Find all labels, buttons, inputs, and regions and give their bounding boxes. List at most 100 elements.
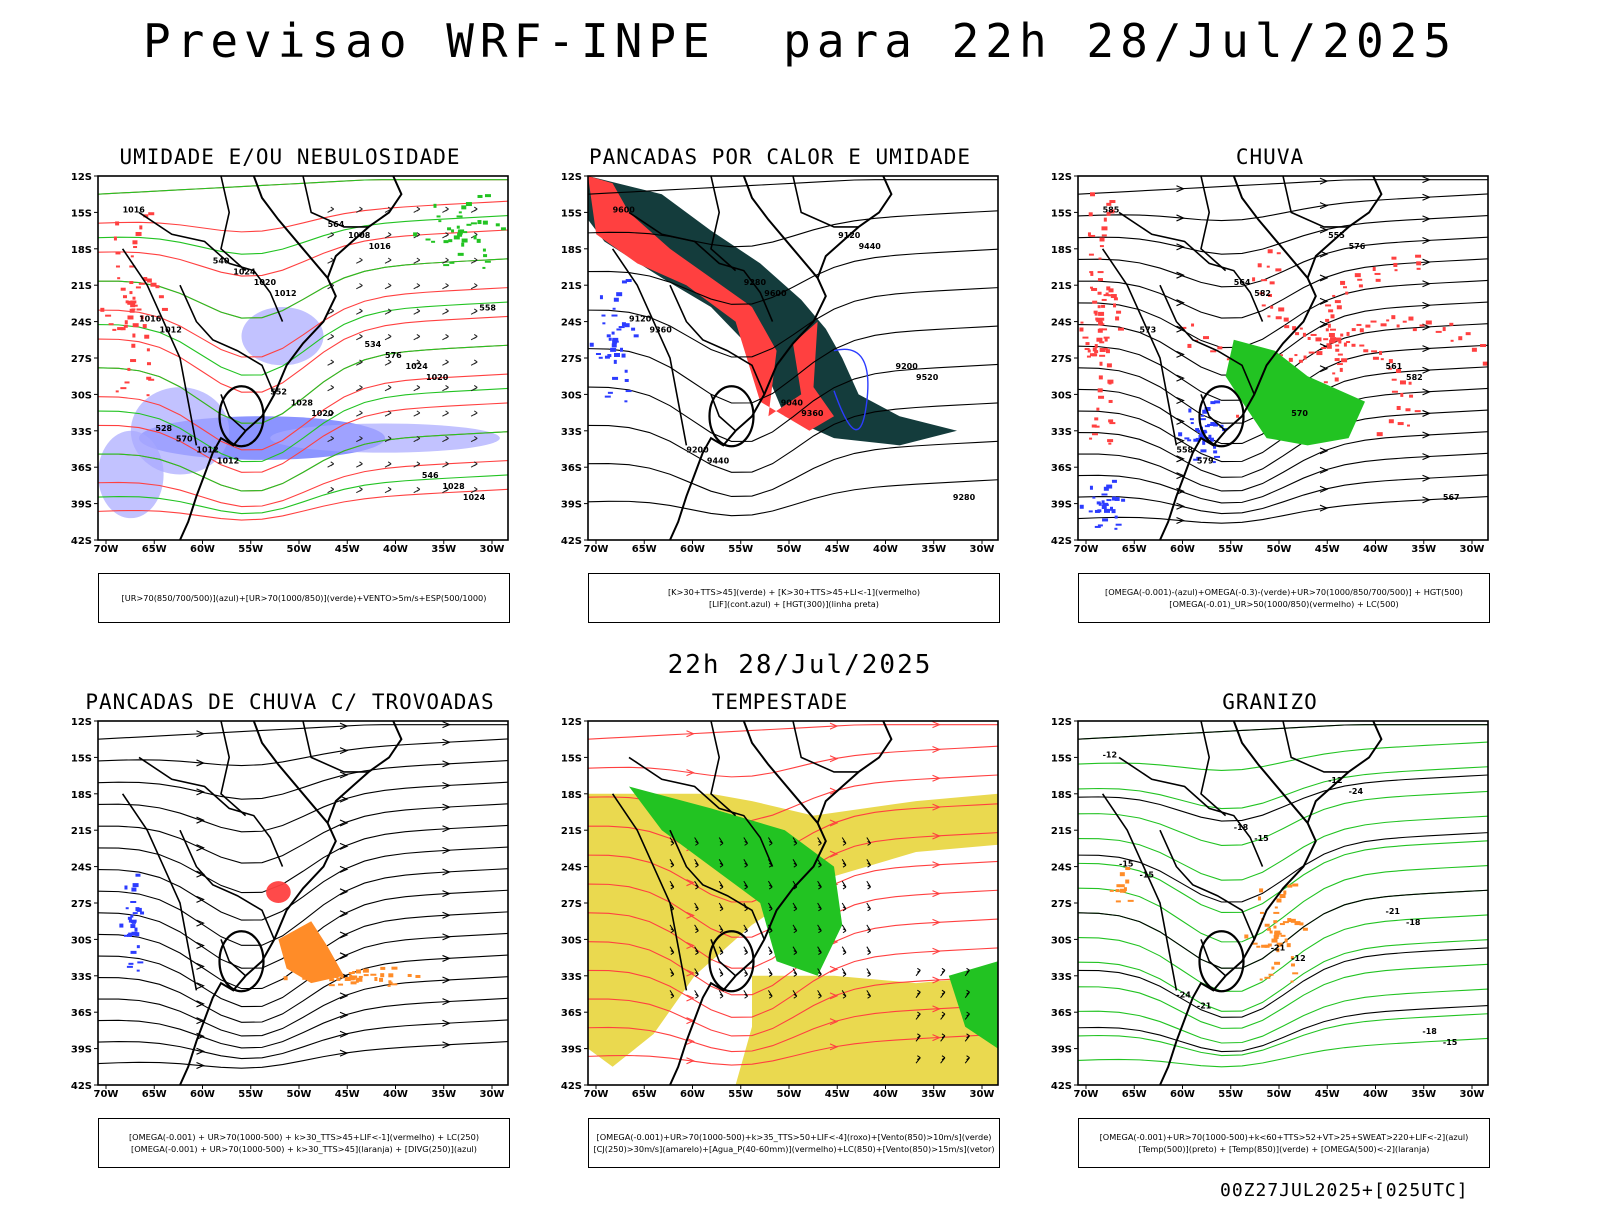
rain-red bbox=[1267, 249, 1273, 254]
wind-vector bbox=[442, 283, 449, 290]
wind-vector bbox=[767, 968, 773, 977]
rain-red bbox=[1107, 379, 1114, 384]
lon-label: 60W bbox=[1170, 544, 1195, 555]
omega-blue bbox=[1101, 505, 1107, 510]
omega500-orange bbox=[1259, 911, 1264, 914]
wind-vector bbox=[964, 1033, 970, 1042]
rain-red bbox=[1101, 234, 1107, 237]
rain-red bbox=[1380, 323, 1387, 327]
rain-red bbox=[1346, 340, 1351, 343]
contour-label: 558 bbox=[479, 304, 496, 313]
legend-line: [Temp(500)](preto) + [Temp(850)](verde) … bbox=[1138, 1144, 1430, 1154]
lat-label: 15S bbox=[71, 753, 92, 764]
red-speckle bbox=[130, 300, 137, 304]
lon-label: 35W bbox=[921, 544, 946, 555]
wind-vector bbox=[384, 461, 392, 468]
rain-red bbox=[1108, 288, 1114, 293]
rain-red bbox=[1096, 337, 1103, 342]
lat-label: 30S bbox=[561, 390, 582, 401]
thunder-orange bbox=[387, 984, 391, 987]
rain-red bbox=[1104, 347, 1108, 350]
lif-contour bbox=[612, 339, 618, 344]
lat-label: 12S bbox=[1051, 718, 1072, 728]
red-speckle bbox=[120, 387, 127, 390]
contour-label: 546 bbox=[422, 471, 439, 480]
rain-red bbox=[1278, 354, 1283, 357]
lc250-streamline bbox=[98, 932, 508, 1008]
omega500-orange bbox=[1257, 896, 1261, 901]
wind-vector bbox=[413, 461, 421, 468]
lon-label: 40W bbox=[1363, 1089, 1388, 1100]
red-speckle bbox=[148, 378, 155, 381]
green-speckle bbox=[457, 232, 463, 237]
wind-arrow bbox=[1422, 474, 1431, 482]
omega-blue bbox=[1190, 422, 1194, 425]
lat-label: 27S bbox=[561, 899, 582, 910]
wind-vector bbox=[327, 435, 335, 443]
omega500-orange bbox=[1290, 980, 1294, 983]
omega-blue bbox=[1188, 408, 1192, 413]
country-border bbox=[218, 385, 265, 448]
red-speckle bbox=[131, 343, 136, 348]
lat-label: 39S bbox=[561, 500, 582, 511]
wind-vector bbox=[356, 206, 363, 213]
lat-label: 24S bbox=[561, 863, 582, 874]
wind-vector bbox=[356, 334, 363, 341]
wind-vector bbox=[327, 359, 335, 366]
red-speckle bbox=[124, 320, 128, 325]
omega-blue bbox=[1196, 456, 1202, 459]
thunder-orange bbox=[329, 978, 335, 982]
omega-blue bbox=[1092, 496, 1096, 499]
lon-label: 40W bbox=[383, 1089, 408, 1100]
red-speckle bbox=[127, 367, 131, 371]
wind-arrow bbox=[339, 1011, 349, 1019]
divergence-blue bbox=[130, 919, 137, 923]
wind-arrow bbox=[1319, 365, 1329, 373]
wind-vector bbox=[384, 359, 392, 366]
rain-red bbox=[1104, 337, 1108, 342]
map-chuva: 58558258257957657357056756456155855512S1… bbox=[1051, 173, 1489, 555]
hgt500-streamline bbox=[1078, 495, 1488, 524]
contour-label: 1012 bbox=[196, 446, 218, 455]
red-speckle bbox=[115, 221, 120, 226]
wind-vector bbox=[356, 283, 363, 290]
rain-red bbox=[1096, 318, 1103, 323]
omega-blue bbox=[1101, 493, 1108, 496]
wind-arrow bbox=[932, 832, 941, 840]
lat-label: 33S bbox=[561, 427, 582, 438]
omega500-orange bbox=[1284, 938, 1288, 943]
lat-label: 30S bbox=[71, 935, 92, 946]
red-speckle bbox=[155, 285, 160, 289]
state-border bbox=[1159, 284, 1256, 395]
wind-arrow bbox=[932, 1034, 941, 1042]
rain-red bbox=[1267, 315, 1271, 318]
thickness-contour bbox=[98, 200, 508, 233]
red-speckle bbox=[124, 381, 130, 384]
thickness-contour bbox=[98, 229, 508, 277]
red-speckle bbox=[132, 333, 136, 338]
divergence-blue bbox=[135, 932, 140, 937]
divergence-blue bbox=[123, 934, 128, 937]
omega500-orange bbox=[1127, 899, 1134, 902]
omega500-orange bbox=[1125, 866, 1131, 870]
rain-red bbox=[1117, 327, 1124, 331]
contour-label: -24 bbox=[1176, 991, 1191, 1000]
rain-red bbox=[1097, 305, 1101, 309]
humidity-contour bbox=[98, 431, 508, 492]
wind-arrow bbox=[196, 982, 205, 990]
rain-red bbox=[1108, 399, 1113, 403]
lon-label: 55W bbox=[1218, 544, 1243, 555]
wind-arrow bbox=[1319, 297, 1329, 305]
wind-arrow bbox=[1422, 345, 1431, 353]
lon-label: 35W bbox=[921, 1089, 946, 1100]
legend-box: [UR>70(850/700/500)](azul)+[UR>70(1000/8… bbox=[98, 573, 510, 623]
contour-label: -18 bbox=[1406, 918, 1421, 927]
rain-red bbox=[1109, 422, 1116, 425]
hgt300-contour bbox=[588, 402, 998, 473]
state-border bbox=[710, 394, 737, 432]
wind-vector bbox=[743, 946, 749, 955]
rain-red bbox=[1393, 262, 1398, 267]
omega-blue bbox=[1204, 406, 1211, 411]
hgt500-streamline bbox=[1078, 409, 1488, 478]
wind-vector bbox=[841, 968, 847, 977]
